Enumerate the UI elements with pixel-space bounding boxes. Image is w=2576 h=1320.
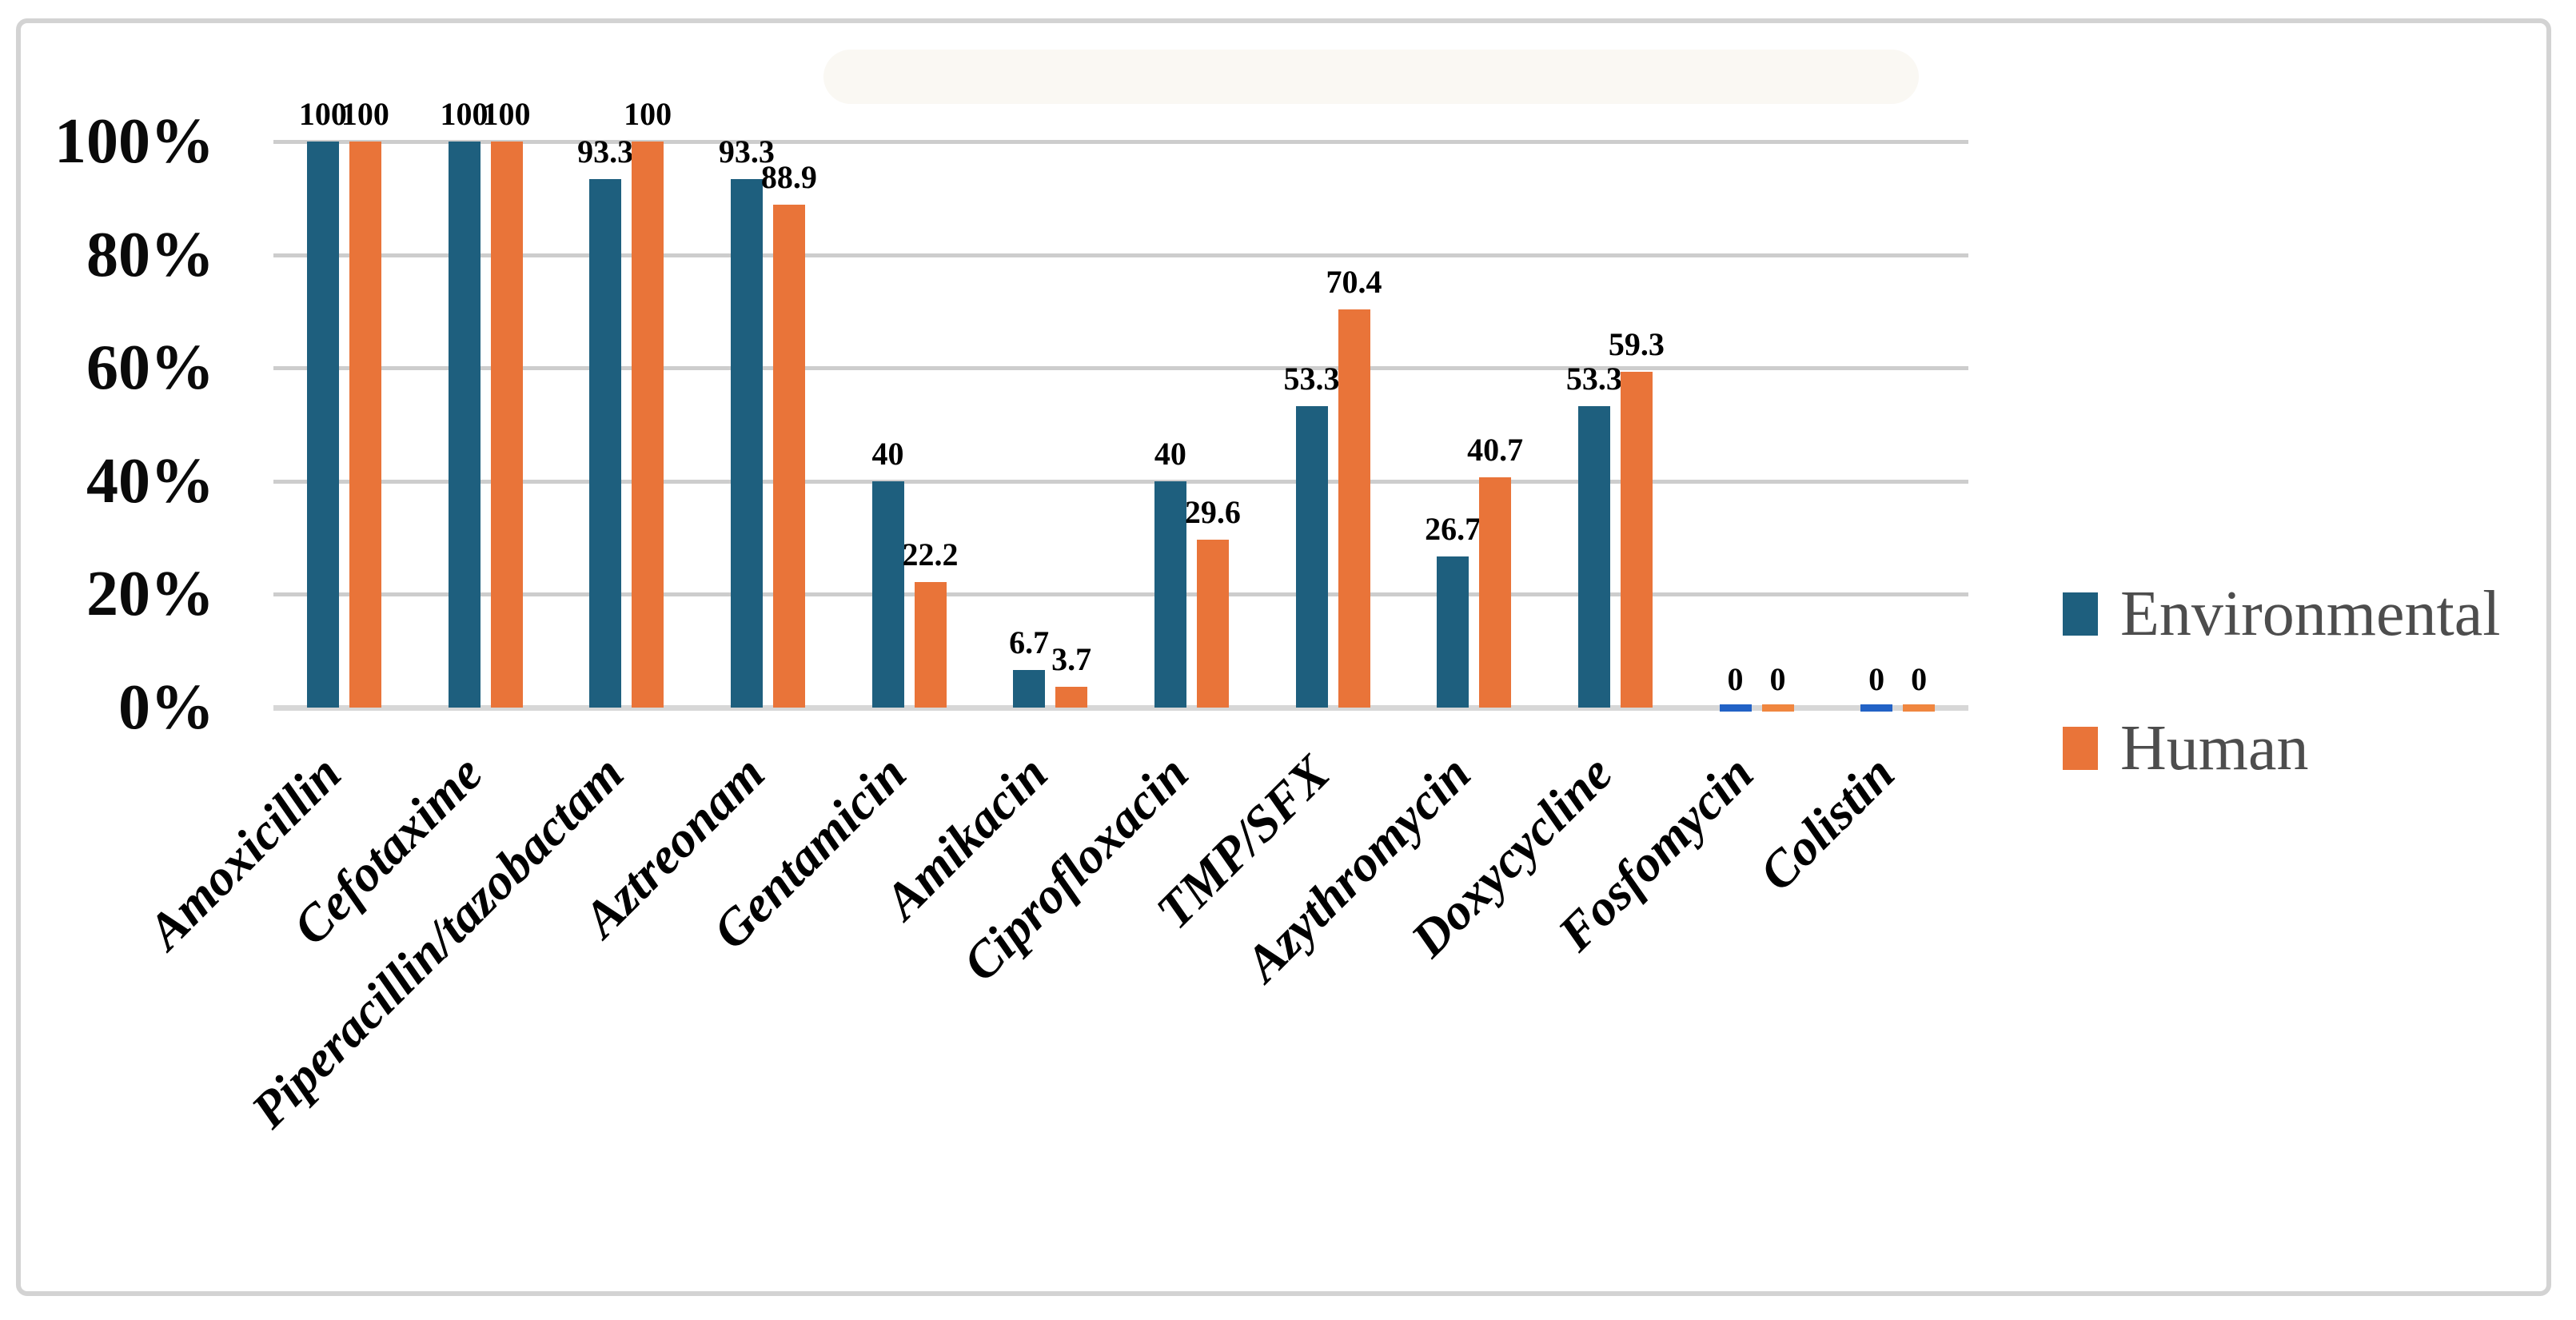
bar-value-label-environmental-amikacin: 6.7 xyxy=(1009,624,1050,660)
chart-figure: 0% 20% 40% 60% 80% 100% 100 100 Amoxicillin 100 10… xyxy=(16,18,2551,1296)
bar-human-cefotaxime xyxy=(490,142,523,708)
bar-environmental-ciprofloxacin xyxy=(1154,481,1186,708)
bar-value-label-environmental-colistin: 0 xyxy=(1868,661,1885,697)
bar-value-label-environmental-fosfomycin: 0 xyxy=(1727,661,1744,697)
bar-value-label-environmental-cefotaxime: 100 xyxy=(440,96,488,132)
bar-environmental-gentamicin xyxy=(871,481,904,708)
bar-value-label-human-fosfomycin: 0 xyxy=(1769,661,1786,697)
bar-human-amikacin xyxy=(1055,686,1088,708)
bar-value-label-environmental-amoxicillin: 100 xyxy=(298,96,347,132)
x-axis-label-colistin: Colistin xyxy=(1749,744,1906,902)
bar-human-doxycycline xyxy=(1620,372,1653,708)
legend-swatch-human xyxy=(2063,727,2098,770)
bar-environmental-piperacillin-tazobactam xyxy=(589,179,622,708)
bar-value-label-environmental-gentamicin: 40 xyxy=(871,435,904,472)
bar-value-label-environmental-tmp-sfx: 53.3 xyxy=(1283,360,1340,397)
bar-human-piperacillin-tazobactam xyxy=(632,142,664,708)
bar-human-tmp-sfx xyxy=(1338,309,1370,708)
gridline-80 xyxy=(273,253,1968,257)
bar-environmental-azythromycin xyxy=(1437,556,1469,708)
legend-item-environmental: Environmental xyxy=(2063,572,2500,656)
redacted-title-area xyxy=(823,50,1919,104)
bar-environmental-cefotaxime xyxy=(448,142,481,708)
bar-human-amoxicillin xyxy=(349,142,381,708)
bar-value-label-human-cefotaxime: 100 xyxy=(482,96,531,132)
gridline-20 xyxy=(273,592,1968,597)
bar-value-label-human-azythromycin: 40.7 xyxy=(1467,431,1524,468)
legend-label-human: Human xyxy=(2120,713,2309,784)
bar-value-label-human-piperacillin-tazobactam: 100 xyxy=(624,96,672,132)
bar-value-label-human-doxycycline: 59.3 xyxy=(1608,326,1665,363)
zero-bar-dash-environmental-fosfomycin xyxy=(1719,704,1752,712)
bar-value-label-environmental-piperacillin-tazobactam: 93.3 xyxy=(577,134,634,170)
zero-bar-dash-environmental-colistin xyxy=(1860,704,1893,712)
x-axis-line xyxy=(273,705,1968,711)
zero-bar-dash-human-colistin xyxy=(1903,704,1936,712)
bar-value-label-human-amoxicillin: 100 xyxy=(341,96,389,132)
legend-label-environmental: Environmental xyxy=(2120,579,2501,649)
bar-value-label-human-tmp-sfx: 70.4 xyxy=(1326,263,1382,300)
bar-value-label-environmental-doxycycline: 53.3 xyxy=(1565,360,1622,397)
bar-human-aztreonam xyxy=(772,204,805,708)
y-tick-label-80: 80% xyxy=(86,219,214,290)
bar-value-label-human-amikacin: 3.7 xyxy=(1051,640,1092,677)
plot-layer: 0% 20% 40% 60% 80% 100% 100 100 Amoxicillin 100 10… xyxy=(21,23,2546,1291)
bar-value-label-human-ciprofloxacin: 29.6 xyxy=(1184,494,1241,531)
y-tick-label-40: 40% xyxy=(86,445,214,516)
bar-value-label-environmental-aztreonam: 93.3 xyxy=(718,134,775,170)
bar-human-ciprofloxacin xyxy=(1196,540,1229,708)
bar-value-label-human-aztreonam: 88.9 xyxy=(760,158,817,195)
gridline-100 xyxy=(273,140,1968,144)
bar-environmental-amoxicillin xyxy=(306,142,339,708)
zero-bar-dash-human-fosfomycin xyxy=(1761,704,1794,712)
bar-environmental-aztreonam xyxy=(730,179,763,708)
bar-value-label-environmental-azythromycin: 26.7 xyxy=(1425,510,1481,547)
bar-value-label-human-colistin: 0 xyxy=(1911,661,1928,697)
y-tick-label-60: 60% xyxy=(86,333,214,404)
bar-environmental-doxycycline xyxy=(1577,405,1610,708)
bar-human-gentamicin xyxy=(914,581,947,708)
gridline-40 xyxy=(273,479,1968,484)
legend-swatch-environmental xyxy=(2063,592,2098,636)
bar-environmental-tmp-sfx xyxy=(1295,405,1328,708)
bar-environmental-amikacin xyxy=(1013,669,1046,708)
y-tick-label-20: 20% xyxy=(86,559,214,630)
gridline-60 xyxy=(273,366,1968,371)
y-tick-label-0: 0% xyxy=(118,672,214,743)
bar-value-label-environmental-ciprofloxacin: 40 xyxy=(1154,435,1186,472)
bar-value-label-human-gentamicin: 22.2 xyxy=(902,536,959,572)
y-tick-label-100: 100% xyxy=(54,106,214,177)
bar-human-azythromycin xyxy=(1479,477,1512,708)
legend-item-human: Human xyxy=(2063,707,2309,790)
